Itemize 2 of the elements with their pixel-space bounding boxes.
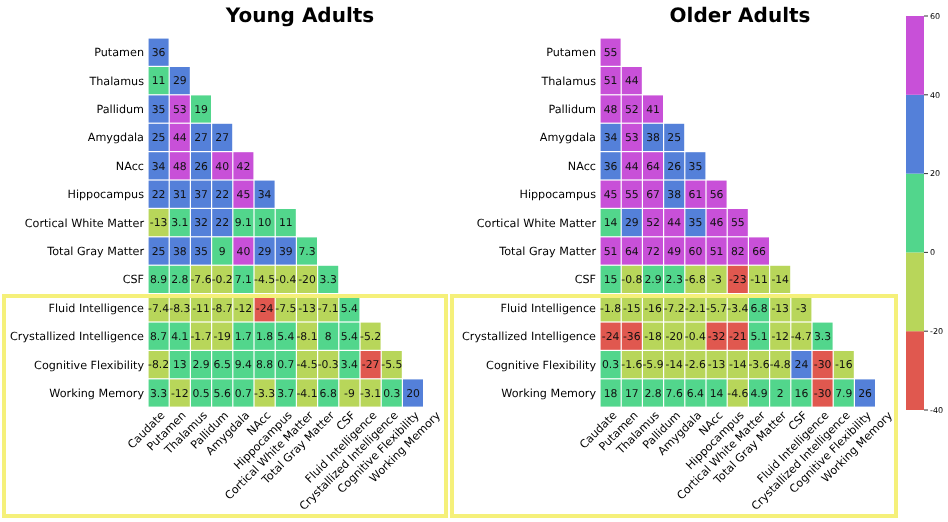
chart-title: Older Adults [669, 6, 811, 28]
chart-title: Young Adults [223, 6, 375, 28]
